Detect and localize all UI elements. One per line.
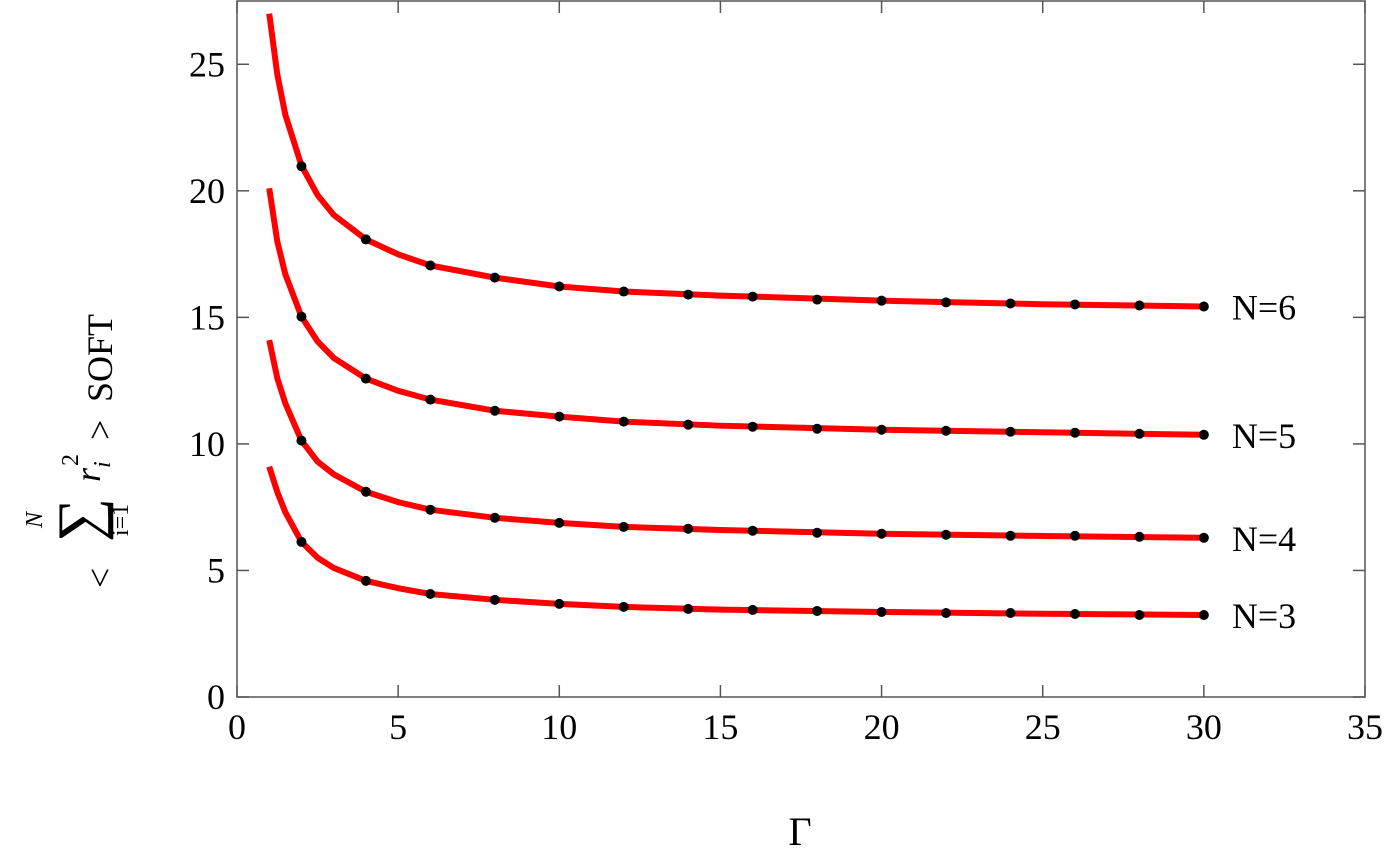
data-point bbox=[747, 525, 758, 536]
x-tick-label: 5 bbox=[389, 707, 407, 747]
y-label-upper: N bbox=[22, 510, 48, 529]
data-point bbox=[812, 294, 823, 305]
y-tick-label: 10 bbox=[189, 424, 225, 464]
x-tick-label: 20 bbox=[864, 707, 900, 747]
data-point bbox=[425, 394, 436, 405]
data-point bbox=[1005, 426, 1016, 437]
data-point bbox=[1005, 298, 1016, 309]
data-point bbox=[1069, 299, 1080, 310]
data-point bbox=[941, 297, 952, 308]
data-point bbox=[425, 588, 436, 599]
x-tick-label: 25 bbox=[1025, 707, 1061, 747]
data-point bbox=[489, 594, 500, 605]
data-point bbox=[425, 504, 436, 515]
y-tick-label: 5 bbox=[207, 550, 225, 590]
data-point bbox=[1005, 607, 1016, 618]
data-point bbox=[941, 425, 952, 436]
data-point bbox=[1134, 300, 1145, 311]
data-point bbox=[618, 416, 629, 427]
data-point bbox=[296, 311, 307, 322]
data-point bbox=[1134, 531, 1145, 542]
data-point bbox=[683, 289, 694, 300]
data-point bbox=[489, 272, 500, 283]
data-point bbox=[618, 286, 629, 297]
y-label-var: r bbox=[68, 467, 108, 482]
x-tick-label: 0 bbox=[228, 707, 246, 747]
data-point bbox=[683, 523, 694, 534]
curve bbox=[266, 187, 1204, 438]
data-point bbox=[296, 435, 307, 446]
data-point bbox=[1069, 608, 1080, 619]
y-label-sub: i bbox=[90, 461, 116, 468]
data-point bbox=[1198, 429, 1209, 440]
x-tick-label: 35 bbox=[1347, 707, 1383, 747]
data-point bbox=[360, 575, 371, 586]
x-tick-label: 30 bbox=[1186, 707, 1222, 747]
data-point bbox=[747, 421, 758, 432]
curve bbox=[266, 465, 1204, 618]
data-point bbox=[876, 528, 887, 539]
data-point bbox=[747, 604, 758, 615]
y-label-sum: ∑ bbox=[46, 498, 114, 542]
data-point bbox=[489, 512, 500, 523]
y-tick-label: 20 bbox=[189, 171, 225, 211]
data-point bbox=[1069, 530, 1080, 541]
data-point bbox=[296, 536, 307, 547]
data-point bbox=[1198, 532, 1209, 543]
data-point bbox=[683, 419, 694, 430]
y-label-lower: i=1 bbox=[108, 504, 134, 536]
y-tick-label: 0 bbox=[207, 677, 225, 717]
x-axis-label: Γ bbox=[788, 809, 811, 854]
data-point bbox=[812, 423, 823, 434]
data-point bbox=[876, 424, 887, 435]
data-point bbox=[1005, 530, 1016, 541]
plot-frame bbox=[236, 0, 1366, 698]
data-point bbox=[554, 411, 565, 422]
data-point bbox=[296, 161, 307, 172]
data-point bbox=[1069, 427, 1080, 438]
y-label-sup: 2 bbox=[58, 454, 84, 466]
data-point bbox=[554, 281, 565, 292]
data-point bbox=[1198, 301, 1209, 312]
data-point bbox=[360, 373, 371, 384]
data-point bbox=[683, 603, 694, 614]
y-tick-label: 15 bbox=[189, 297, 225, 337]
y-tick-label: 25 bbox=[189, 44, 225, 84]
curve bbox=[266, 13, 1204, 310]
y-label-close: > bbox=[80, 420, 120, 440]
data-point bbox=[1198, 609, 1209, 620]
data-point bbox=[489, 405, 500, 416]
data-point bbox=[941, 607, 952, 618]
data-point bbox=[554, 598, 565, 609]
data-point bbox=[812, 605, 823, 616]
series-label: N=5 bbox=[1232, 416, 1296, 456]
series-label: N=6 bbox=[1232, 287, 1296, 327]
data-point bbox=[618, 601, 629, 612]
y-axis-label: < ∑ N i=1 r 2 i > SOFT bbox=[22, 314, 134, 588]
y-label-open: < bbox=[80, 568, 120, 588]
x-tick-label: 15 bbox=[702, 707, 738, 747]
x-tick-label: 10 bbox=[541, 707, 577, 747]
data-point bbox=[1134, 428, 1145, 439]
data-point bbox=[425, 260, 436, 271]
data-point bbox=[360, 486, 371, 497]
data-point bbox=[618, 521, 629, 532]
data-point bbox=[1134, 609, 1145, 620]
data-point bbox=[941, 529, 952, 540]
curve bbox=[266, 339, 1204, 541]
data-point bbox=[360, 234, 371, 245]
data-point bbox=[747, 291, 758, 302]
data-point bbox=[812, 527, 823, 538]
data-point bbox=[876, 606, 887, 617]
series-label: N=3 bbox=[1232, 596, 1296, 636]
data-point bbox=[876, 295, 887, 306]
y-label-suffix: SOFT bbox=[80, 314, 120, 402]
data-point bbox=[554, 517, 565, 528]
series-label: N=4 bbox=[1232, 519, 1296, 559]
